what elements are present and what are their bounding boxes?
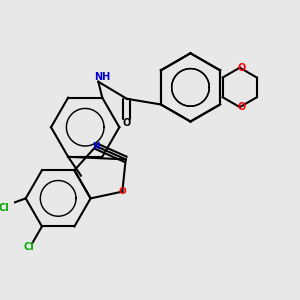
Text: O: O [118,187,126,196]
Text: Cl: Cl [24,242,34,252]
Text: NH: NH [94,72,111,82]
Text: O: O [237,102,245,112]
Text: O: O [237,63,245,73]
Text: O: O [123,118,131,128]
Text: Cl: Cl [0,203,10,213]
Text: N: N [92,142,100,151]
